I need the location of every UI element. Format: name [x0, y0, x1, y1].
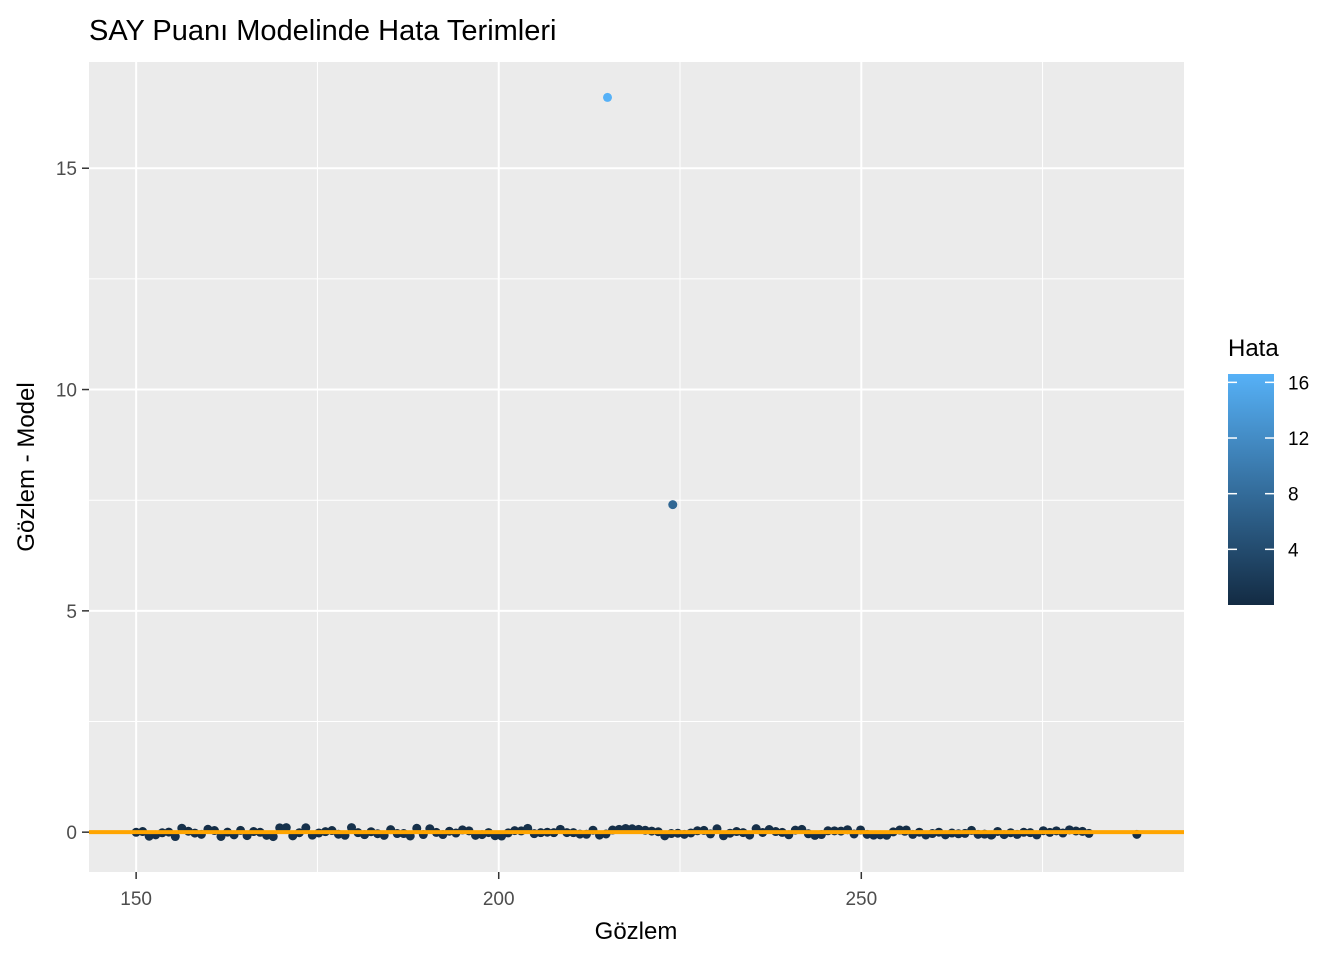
legend-title: Hata — [1228, 335, 1279, 362]
x-axis: 150 200 250 — [120, 872, 877, 910]
color-legend: Hata 4 8 12 16 — [1228, 335, 1309, 605]
x-tick-label: 250 — [845, 889, 877, 910]
outlier-point — [602, 92, 612, 102]
y-axis: 0 5 10 15 — [56, 159, 89, 844]
legend-tick-label: 16 — [1288, 373, 1309, 394]
legend-colorbar — [1228, 374, 1274, 605]
residual-point — [216, 831, 226, 841]
x-tick-label: 150 — [120, 889, 152, 910]
y-tick-label: 10 — [56, 381, 77, 402]
outlier-point — [668, 500, 678, 510]
data-points — [602, 92, 678, 510]
x-tick-label: 200 — [483, 889, 515, 910]
legend-ticks: 4 8 12 16 — [1228, 373, 1309, 561]
residual-point — [281, 823, 291, 833]
legend-tick-label: 12 — [1288, 429, 1309, 450]
legend-tick-label: 4 — [1288, 540, 1299, 561]
residual-point — [275, 823, 285, 833]
x-axis-title: Gözlem — [595, 918, 678, 945]
y-tick-label: 15 — [56, 159, 77, 180]
residual-point — [347, 823, 357, 833]
y-axis-title: Gözlem - Model — [13, 382, 40, 551]
plot-panel — [89, 62, 1184, 872]
legend-tick-label: 8 — [1288, 485, 1299, 506]
residual-point — [301, 823, 311, 833]
chart-title: SAY Puanı Modelinde Hata Terimleri — [89, 15, 556, 47]
residual-point — [268, 832, 278, 842]
residual-point — [170, 832, 180, 842]
minor-gridlines — [89, 62, 1184, 872]
y-tick-label: 5 — [66, 602, 77, 623]
y-tick-label: 0 — [66, 823, 77, 844]
